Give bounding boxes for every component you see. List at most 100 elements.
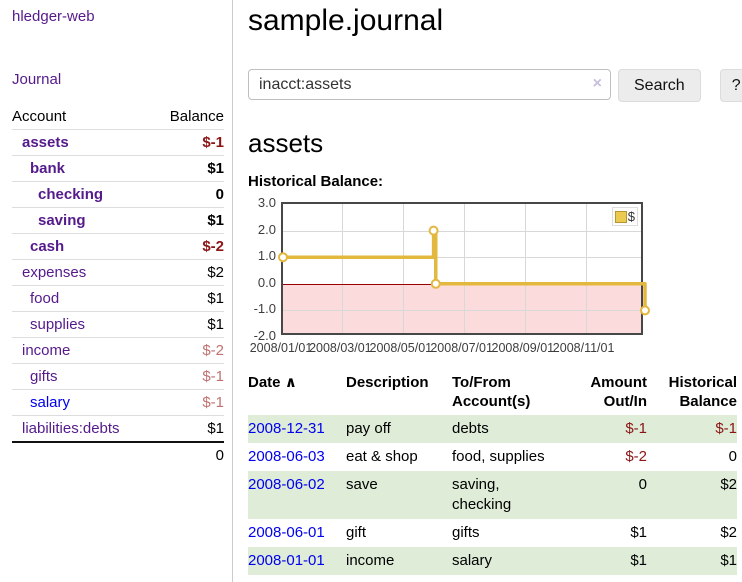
data-point-marker[interactable]	[430, 278, 441, 289]
search-input-wrap: ×	[248, 69, 611, 100]
account-link-cash[interactable]: cash	[30, 238, 65, 255]
data-point-marker[interactable]	[640, 305, 650, 316]
chart-x-tick-label: 2008/03/01	[309, 341, 372, 355]
account-link-supplies[interactable]: supplies	[30, 316, 86, 333]
account-link-gifts[interactable]: gifts	[30, 368, 58, 385]
account-link-assets[interactable]: assets	[22, 134, 69, 151]
account-link-bank[interactable]: bank	[30, 160, 66, 177]
chart-x-tick-label: 2008/11/01	[552, 341, 615, 355]
account-cell: salary	[12, 389, 153, 416]
search-button[interactable]: Search	[618, 69, 701, 102]
historical-balance-chart: $ 3.0 2.0 1.0 0.0 -1.0 -2.0 2008/01/01 2008/03…	[248, 196, 650, 356]
transaction-date-cell: 2008-06-01	[248, 519, 346, 547]
account-link-salary[interactable]: salary	[30, 394, 71, 411]
chart-plot-area: $	[278, 202, 650, 335]
transaction-accounts: food, supplies	[452, 448, 545, 465]
account-cell: gifts	[12, 363, 153, 390]
transaction-amount: $-1	[557, 415, 647, 443]
chart-x-tick-label: 2008/09/01	[491, 341, 555, 355]
clear-search-icon[interactable]: ×	[592, 75, 602, 92]
account-cell: saving	[12, 207, 153, 234]
transaction-description: gift	[346, 524, 367, 541]
account-row: supplies $1	[12, 311, 224, 338]
data-point-marker[interactable]	[428, 225, 439, 236]
transaction-description: eat & shop	[346, 448, 418, 465]
transaction-date-link[interactable]: 2008-06-03	[248, 448, 325, 465]
legend-swatch-icon	[614, 210, 627, 223]
data-point-marker[interactable]	[278, 252, 288, 263]
transaction-date-link[interactable]: 2008-06-01	[248, 524, 325, 541]
sort-ascending-icon: ∧	[284, 374, 297, 391]
page-title: sample.journal	[248, 4, 444, 37]
sidebar-item-journal[interactable]: Journal	[12, 71, 62, 88]
account-row: gifts $-1	[12, 363, 224, 390]
transaction-date-link[interactable]: 2008-06-02	[248, 476, 325, 493]
account-link-income[interactable]: income	[22, 342, 71, 359]
chart-y-tick-label: 0.0	[257, 274, 276, 290]
help-button[interactable]: ?	[719, 69, 742, 102]
register-header-description: Description	[346, 374, 429, 391]
chart-horizontal-gridline	[283, 230, 641, 232]
account-row: cash $-2	[12, 233, 224, 260]
chart-x-tick-label: 2008/01/01	[249, 341, 313, 355]
accounts-total-row: 0	[12, 441, 224, 468]
transaction-description: save	[346, 471, 452, 519]
register-header-date[interactable]: Date ∧	[248, 369, 346, 415]
accounts-header-row: Account Balance	[12, 105, 224, 130]
account-link-expenses[interactable]: expenses	[22, 264, 87, 281]
account-row: food $1	[12, 285, 224, 312]
chart-vertical-gridline	[463, 204, 465, 333]
account-cell: expenses	[12, 259, 153, 286]
account-row: assets $-1	[12, 129, 224, 156]
account-balance: $-1	[152, 389, 224, 416]
accounts-total-spacer	[12, 441, 153, 468]
transaction-balance: 0	[728, 448, 737, 465]
accounts-table: Account Balance assets $-1 bank $1 checking 0…	[12, 105, 224, 468]
transaction-description: income	[346, 547, 452, 575]
chart-vertical-gridline	[524, 204, 526, 333]
transaction-balance: $1	[647, 547, 737, 575]
chart-title: Historical Balance:	[248, 173, 384, 190]
register-table: Date ∧ Description To/From Account(s) Am…	[248, 369, 737, 575]
transaction-amount: $1	[557, 547, 647, 575]
account-row: saving $1	[12, 207, 224, 234]
chart-x-axis: 2008/01/01 2008/03/01 2008/05/01 2008/07/01…	[248, 341, 648, 356]
account-heading: assets	[248, 128, 324, 158]
account-row: salary $-1	[12, 389, 224, 416]
account-balance: $1	[152, 311, 224, 338]
transaction-row: 2008-06-02 save saving, checking 0 $2	[248, 471, 737, 519]
search-input[interactable]	[248, 69, 611, 100]
register-header-accounts: To/From Account(s)	[452, 374, 531, 410]
balance-step-line	[283, 228, 647, 311]
account-cell: liabilities:debts	[12, 415, 153, 443]
chart-vertical-gridline	[342, 204, 344, 333]
account-balance: $-1	[152, 129, 224, 156]
transaction-date-link[interactable]: 2008-12-31	[248, 420, 325, 437]
chart-y-tick-label: -1.0	[253, 301, 276, 317]
app-title-link[interactable]: hledger-web	[12, 8, 95, 25]
transaction-date-link[interactable]: 2008-01-01	[248, 552, 325, 569]
transaction-date-cell: 2008-06-02	[248, 471, 346, 519]
transaction-row: 2008-12-31 pay off debts $-1 $-1	[248, 415, 737, 443]
account-balance: $1	[152, 285, 224, 312]
transaction-balance: $2	[647, 471, 737, 519]
chart-y-tick-label: 3.0	[257, 195, 276, 210]
account-balance: $1	[152, 207, 224, 234]
search-form: × Search ?	[248, 69, 742, 102]
account-link-liabilities-debts[interactable]: liabilities:debts	[22, 420, 120, 437]
account-cell: bank	[12, 155, 153, 182]
chart-vertical-gridline	[585, 204, 587, 333]
sidebar: hledger-web Journal Account Balance asse…	[0, 0, 233, 582]
account-row: liabilities:debts $1	[12, 415, 224, 443]
accounts-total-value: 0	[152, 441, 224, 468]
account-link-saving[interactable]: saving	[38, 212, 86, 229]
main-content: sample.journal × Search ? assets Histori…	[233, 0, 742, 582]
account-balance: $1	[152, 415, 224, 443]
account-balance: 0	[152, 181, 224, 208]
account-link-food[interactable]: food	[30, 290, 60, 307]
date-header-label: Date	[248, 374, 281, 391]
account-link-checking[interactable]: checking	[38, 186, 104, 203]
account-balance: $1	[152, 155, 224, 182]
transaction-balance: $2	[720, 524, 737, 541]
transaction-accounts: debts	[452, 415, 557, 443]
